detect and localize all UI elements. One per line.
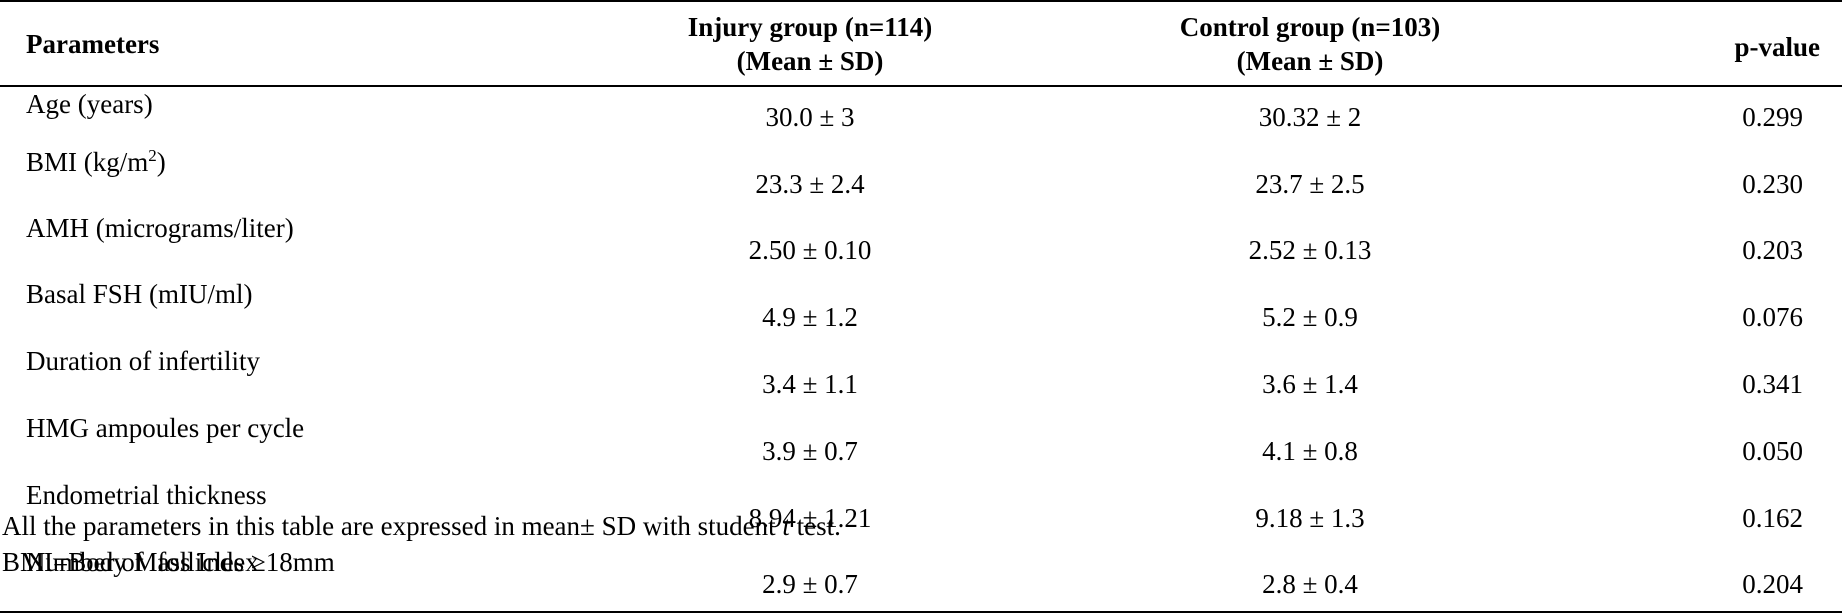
table-row: Age (years) 30.0 ± 3 30.32 ± 2 0.299 <box>0 86 1842 144</box>
row-control-value: 23.7 ± 2.5 <box>1255 168 1365 199</box>
table-row: Endometrial thickness 8.94 ± 1.21 9.18 ±… <box>0 478 1842 545</box>
header-p-value: p-value <box>1734 31 1820 62</box>
row-injury-value: 30.0 ± 3 <box>765 101 855 132</box>
row-control-value: 30.32 ± 2 <box>1258 101 1362 132</box>
header-injury-line1: Injury group (n=114) <box>687 11 933 42</box>
row-p-value: 0.050 <box>1742 435 1803 466</box>
row-parameter: AMH (micrograms/liter) <box>26 212 294 243</box>
row-parameter-tail: ) <box>156 146 166 177</box>
table-header: Parameters Injury group (n=114) (Mean ± … <box>0 1 1842 86</box>
row-control-value: 5.2 ± 0.9 <box>1262 302 1358 333</box>
table-row: Basal FSH (mIU/ml) 4.9 ± 1.2 5.2 ± 0.9 0… <box>0 277 1842 344</box>
header-row: Parameters Injury group (n=114) (Mean ± … <box>0 1 1842 86</box>
row-control-value: 2.52 ± 0.13 <box>1248 235 1372 266</box>
table-footnotes: All the parameters in this table are exp… <box>2 508 841 580</box>
row-p-value: 0.341 <box>1742 369 1803 400</box>
row-parameter: Number of follicles ≥18mm <box>26 546 335 577</box>
row-injury-value: 2.50 ± 0.10 <box>748 235 872 266</box>
footnote-statistics-italic: t <box>782 511 790 541</box>
row-injury-value: 3.9 ± 0.7 <box>762 435 858 466</box>
row-control-value: 9.18 ± 1.3 <box>1255 502 1365 533</box>
table-row: BMI (kg/m2) 23.3 ± 2.4 23.7 ± 2.5 0.230 <box>0 144 1842 211</box>
row-parameter: Endometrial thickness <box>26 479 267 510</box>
row-p-value: 0.204 <box>1742 569 1803 600</box>
footnote-bmi-definition: BMI=Body Mass Index <box>2 547 259 577</box>
row-injury-value: 3.4 ± 1.1 <box>762 369 858 400</box>
row-parameter-superscript: 2 <box>148 145 157 165</box>
row-p-value: 0.076 <box>1742 302 1803 333</box>
row-injury-value: 4.9 ± 1.2 <box>762 302 858 333</box>
table-row: AMH (micrograms/liter) 2.50 ± 0.10 2.52 … <box>0 211 1842 278</box>
footnote-statistics-pre: All the parameters in this table are exp… <box>2 511 783 541</box>
row-control-value: 2.8 ± 0.4 <box>1262 569 1358 600</box>
row-control-value: 4.1 ± 0.8 <box>1262 435 1358 466</box>
row-injury-value: 8.94 ± 1.21 <box>748 502 872 533</box>
table-row: Duration of infertility 3.4 ± 1.1 3.6 ± … <box>0 344 1842 411</box>
row-p-value: 0.230 <box>1742 168 1803 199</box>
row-p-value: 0.299 <box>1742 101 1803 132</box>
header-control-line1: Control group (n=103) <box>1179 11 1441 42</box>
row-parameter: Age (years) <box>26 89 153 119</box>
header-control-line2: (Mean ± SD) <box>1236 45 1384 76</box>
header-injury-group: Injury group (n=114) (Mean ± SD) <box>560 1 1060 86</box>
footnote-statistics-post: test. <box>789 511 841 541</box>
row-control-value: 3.6 ± 1.4 <box>1262 369 1358 400</box>
row-parameter: HMG ampoules per cycle <box>26 412 305 443</box>
row-p-value: 0.162 <box>1742 502 1803 533</box>
header-control-group: Control group (n=103) (Mean ± SD) <box>1060 1 1560 86</box>
row-parameter-text: BMI (kg/m <box>26 146 149 177</box>
header-parameters: Parameters <box>26 28 160 59</box>
row-p-value: 0.203 <box>1742 235 1803 266</box>
row-parameter: Basal FSH (mIU/ml) <box>26 279 253 310</box>
table-row: HMG ampoules per cycle 3.9 ± 0.7 4.1 ± 0… <box>0 411 1842 478</box>
table-body: Age (years) 30.0 ± 3 30.32 ± 2 0.299 BMI… <box>0 86 1842 613</box>
row-injury-value: 2.9 ± 0.7 <box>762 569 858 600</box>
row-parameter: BMI (kg/m2) <box>0 144 560 211</box>
row-injury-value: 23.3 ± 2.4 <box>755 168 865 199</box>
footnote-statistics: All the parameters in this table are exp… <box>2 508 841 544</box>
row-parameter: Duration of infertility <box>26 346 260 377</box>
header-injury-line2: (Mean ± SD) <box>736 45 884 76</box>
